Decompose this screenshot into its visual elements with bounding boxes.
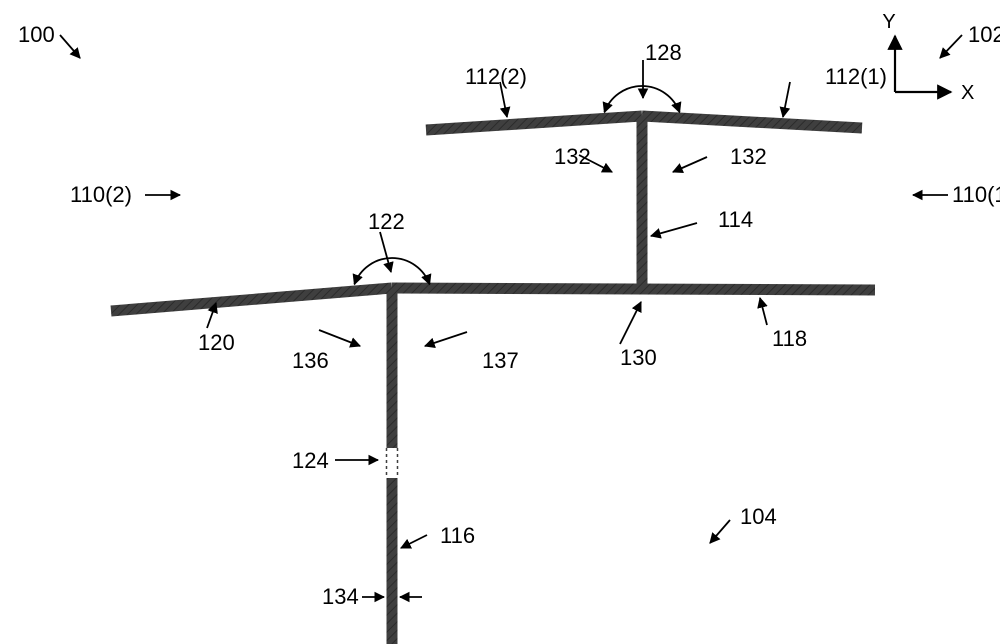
angle-arc-upper <box>604 86 679 112</box>
label-l102: 102 <box>968 22 1000 47</box>
label-l136: 136 <box>292 348 329 373</box>
label-l124: 124 <box>292 448 329 473</box>
label-l130: 130 <box>620 345 657 370</box>
arrow-a118 <box>760 298 767 325</box>
arrow-a122 <box>380 232 391 272</box>
beam-lower-left-wing <box>111 288 392 311</box>
axis-y-label: Y <box>882 11 895 33</box>
beam-lower-right-wing <box>392 288 875 290</box>
label-l122: 122 <box>368 209 405 234</box>
label-l104: 104 <box>740 504 777 529</box>
label-l128: 128 <box>645 40 682 65</box>
label-l110_2: 110(2) <box>70 182 132 207</box>
label-l114: 114 <box>718 207 753 232</box>
label-l137: 137 <box>482 348 519 373</box>
label-l110_1: 110(1) <box>952 182 1000 207</box>
axis-x-label: X <box>961 82 974 104</box>
arrow-a130 <box>620 302 641 344</box>
arrow-a116 <box>401 535 427 548</box>
arrow-a112-1 <box>783 82 790 117</box>
beam-upper-right-wing <box>642 116 862 128</box>
labels: 100 102 110(2) 110(1) 104 128 112(2) 112(1) 132 1… <box>18 22 1000 609</box>
arrow-a137 <box>425 332 467 346</box>
arrow-a114 <box>651 223 697 236</box>
label-l116: 116 <box>440 523 475 548</box>
label-l100: 100 <box>18 22 55 47</box>
label-l112_1: 112(1) <box>825 64 887 89</box>
label-l132_l: 132 <box>554 144 591 169</box>
arrow-a102 <box>940 35 962 58</box>
arrow-a132-r <box>673 157 707 172</box>
beam-upper-left-wing <box>426 116 642 130</box>
arrow-a100 <box>60 35 80 58</box>
beams <box>111 116 875 644</box>
label-l118: 118 <box>772 326 807 351</box>
label-l112_2: 112(2) <box>465 64 527 89</box>
arrow-a104 <box>710 520 730 543</box>
arrow-a136 <box>319 330 360 346</box>
label-l132_r: 132 <box>730 144 767 169</box>
angle-arc-lower <box>354 258 429 284</box>
label-l134: 134 <box>322 584 359 609</box>
label-l120: 120 <box>198 330 235 355</box>
